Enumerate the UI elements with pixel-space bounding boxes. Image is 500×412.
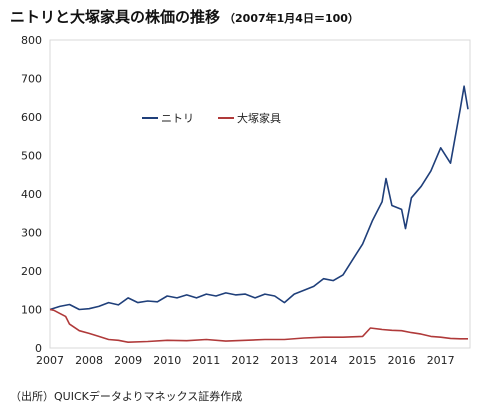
- x-tick-label: 2014: [309, 354, 337, 367]
- y-tick-label: 800: [21, 34, 42, 47]
- y-tick-label: 500: [21, 150, 42, 163]
- x-tick-label: 2017: [427, 354, 455, 367]
- x-tick-label: 2016: [388, 354, 416, 367]
- legend-label-2: 大塚家具: [237, 111, 281, 125]
- y-tick-label: 400: [21, 188, 42, 201]
- chart-title-main: ニトリと大塚家具の株価の推移: [10, 8, 221, 26]
- chart-title: ニトリと大塚家具の株価の推移 （2007年1月4日＝100）: [10, 6, 490, 30]
- legend-label-1: ニトリ: [161, 112, 194, 125]
- series-line-2: [49, 308, 468, 344]
- y-tick-label: 700: [21, 73, 42, 86]
- y-tick-label: 200: [21, 265, 42, 278]
- x-tick-label: 2008: [75, 354, 103, 367]
- plot-frame: [49, 39, 471, 349]
- y-tick-label: 0: [35, 342, 42, 355]
- x-tick-label: 2015: [349, 354, 377, 367]
- series-line-1: [49, 85, 469, 311]
- x-tick-label: 2007: [36, 354, 64, 367]
- y-tick-label: 300: [21, 227, 42, 240]
- y-tick-label: 100: [21, 304, 42, 317]
- y-tick-label: 600: [21, 111, 42, 124]
- x-tick-label: 2011: [192, 354, 220, 367]
- x-tick-label: 2009: [114, 354, 142, 367]
- x-tick-label: 2010: [153, 354, 181, 367]
- source-note: （出所）QUICKデータよりマネックス証券作成: [10, 390, 243, 403]
- chart-title-sub: （2007年1月4日＝100）: [224, 12, 359, 25]
- x-tick-label: 2013: [270, 354, 298, 367]
- x-tick-label: 2012: [231, 354, 259, 367]
- stock-price-chart: 0 100 200 300 400 500 600 700 800 2007 2008 2009 201…: [21, 34, 471, 367]
